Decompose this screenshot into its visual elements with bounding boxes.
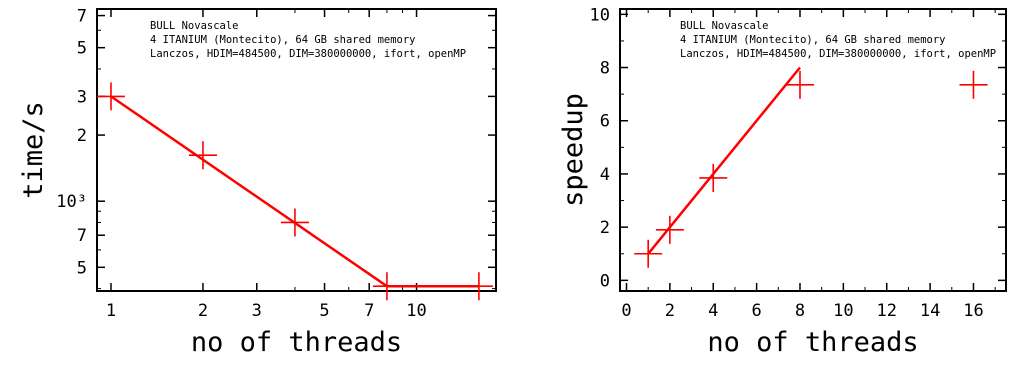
y-axis-label: speedup [558, 93, 589, 207]
annotation-line: BULL Novascale [150, 20, 239, 32]
y-tick-label: 8 [600, 59, 610, 79]
x-tick-label: 5 [319, 301, 329, 321]
x-tick-label: 2 [665, 301, 675, 321]
annotation-line: 4 ITANIUM (Montecito), 64 GB shared memo… [680, 34, 946, 46]
y-tick-label: 10³ [56, 192, 87, 212]
annotation-line: Lanczos, HDIM=484500, DIM=380000000, ifo… [150, 48, 466, 60]
y-tick-label: 7 [77, 7, 87, 27]
annotation-line: 4 ITANIUM (Montecito), 64 GB shared memo… [150, 34, 416, 46]
y-tick-label: 0 [600, 271, 610, 291]
y-tick-label: 10 [590, 5, 610, 25]
x-tick-label: 14 [920, 301, 940, 321]
plot-frame [619, 8, 1007, 292]
annotation-line: Lanczos, HDIM=484500, DIM=380000000, ifo… [680, 48, 996, 60]
y-tick-label: 5 [77, 258, 87, 278]
y-tick-label: 3 [77, 87, 87, 107]
data-point [372, 272, 401, 301]
series-line [647, 66, 801, 255]
y-tick-label: 5 [77, 39, 87, 59]
series-line [110, 95, 479, 288]
y-tick-label: 4 [600, 165, 610, 185]
y-tick-label: 7 [77, 226, 87, 246]
y-tick-label: 2 [77, 126, 87, 146]
x-tick-label: 8 [795, 301, 805, 321]
chart-panel-2: 0 2 4 6 8 10 12 14 16 0 2 4 6 8 10 no of threads speedup… [558, 5, 1007, 358]
chart-panel-1: 1 2 3 5 7 10 5 7 10³ 2 3 5 7 no of threads time/s BULL … [18, 7, 497, 358]
y-tick-label: 2 [600, 218, 610, 238]
x-tick-label: 3 [252, 301, 262, 321]
x-tick-label: 2 [198, 301, 208, 321]
y-axis-label: time/s [18, 101, 49, 199]
data-point [785, 70, 814, 99]
x-tick-label: 12 [876, 301, 896, 321]
data-point [655, 215, 684, 244]
data-point [959, 70, 988, 99]
y-tick-label: 6 [600, 112, 610, 132]
x-axis-label: no of threads [707, 327, 918, 358]
x-tick-label: 10 [406, 301, 426, 321]
annotation-line: BULL Novascale [680, 20, 769, 32]
x-tick-label: 0 [621, 301, 631, 321]
x-tick-label: 6 [751, 301, 761, 321]
x-tick-label: 7 [364, 301, 374, 321]
data-point [699, 163, 728, 192]
data-point [188, 141, 217, 170]
plot-frame [96, 8, 497, 292]
data-point [634, 239, 663, 268]
x-tick-label: 1 [106, 301, 116, 321]
data-point [280, 208, 309, 237]
x-tick-label: 4 [708, 301, 718, 321]
data-point [96, 82, 125, 111]
x-tick-label: 10 [833, 301, 853, 321]
x-axis-label: no of threads [191, 327, 402, 358]
x-tick-label: 16 [963, 301, 983, 321]
data-point [464, 272, 493, 301]
